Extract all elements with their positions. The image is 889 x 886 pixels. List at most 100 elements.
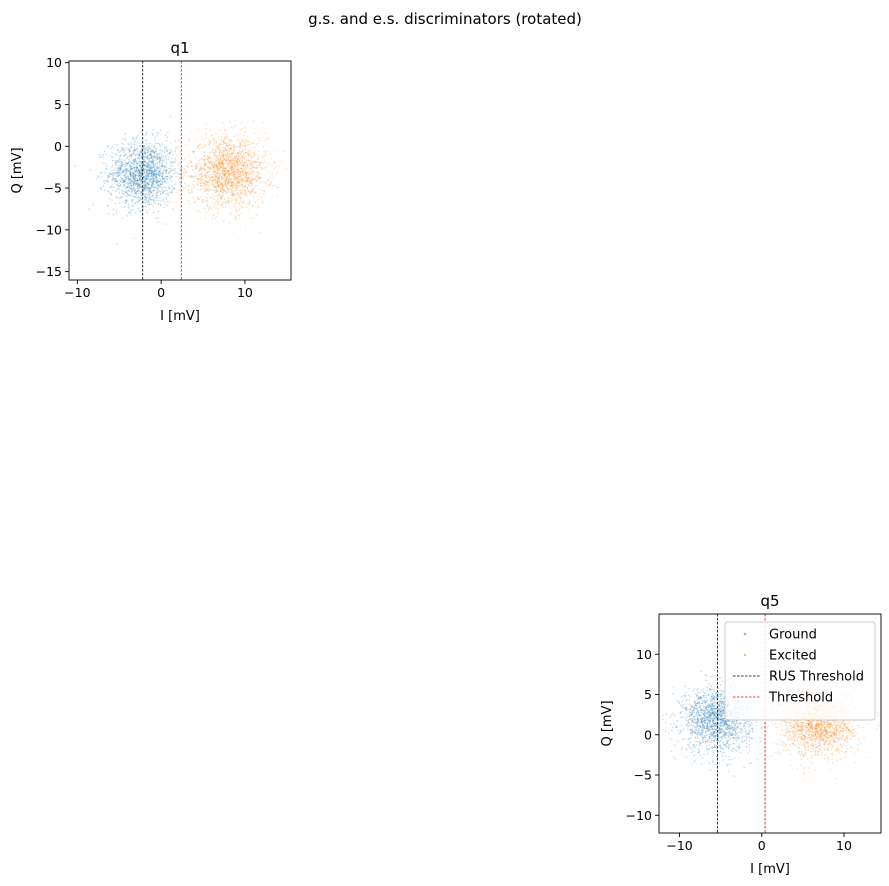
scatter-point — [267, 162, 270, 165]
scatter-point — [221, 188, 224, 191]
scatter-point — [237, 162, 239, 164]
scatter-point — [184, 182, 186, 185]
scatter-point — [138, 209, 140, 211]
scatter-point — [213, 168, 216, 171]
scatter-point — [166, 200, 169, 203]
scatter-point — [140, 180, 143, 182]
scatter-point — [220, 183, 223, 186]
scatter-point — [222, 150, 225, 152]
scatter-point — [274, 166, 277, 168]
scatter-point — [121, 162, 124, 164]
scatter-point — [127, 206, 130, 208]
scatter-point — [141, 179, 144, 181]
scatter-point — [131, 167, 133, 169]
scatter-point — [714, 716, 717, 718]
scatter-point — [111, 179, 113, 182]
scatter-point — [670, 729, 673, 732]
scatter-point — [135, 173, 137, 175]
scatter-point — [220, 176, 223, 178]
scatter-point — [200, 196, 202, 198]
scatter-point — [211, 134, 214, 136]
scatter-point — [237, 182, 240, 185]
scatter-point — [216, 166, 218, 169]
scatter-point — [125, 153, 127, 155]
scatter-point — [260, 177, 262, 179]
scatter-point — [701, 699, 703, 702]
scatter-point — [148, 195, 150, 198]
scatter-point — [213, 171, 216, 173]
scatter-point — [235, 185, 238, 187]
scatter-point — [155, 193, 157, 196]
scatter-point — [153, 187, 156, 189]
scatter-point — [239, 150, 241, 153]
scatter-point — [136, 190, 139, 192]
scatter-point — [137, 183, 139, 185]
scatter-point — [198, 174, 201, 176]
scatter-point — [748, 730, 751, 733]
scatter-point — [250, 155, 252, 158]
scatter-point — [722, 697, 725, 700]
scatter-point — [230, 194, 233, 197]
scatter-point — [237, 157, 240, 160]
scatter-point — [699, 706, 701, 708]
scatter-point — [107, 175, 109, 177]
scatter-point — [721, 719, 723, 721]
scatter-point — [217, 162, 219, 164]
scatter-point — [722, 690, 725, 692]
scatter-point — [147, 161, 150, 163]
scatter-point — [675, 726, 678, 728]
scatter-point — [693, 750, 695, 752]
scatter-point — [241, 155, 244, 158]
scatter-point — [111, 173, 114, 176]
scatter-point — [722, 741, 724, 744]
scatter-point — [141, 151, 143, 153]
scatter-point — [720, 704, 723, 706]
scatter-point — [144, 195, 146, 198]
scatter-point — [156, 181, 158, 184]
scatter-point — [222, 155, 224, 158]
scatter-point — [121, 162, 123, 164]
scatter-point — [211, 166, 214, 169]
scatter-point — [717, 713, 720, 715]
scatter-point — [708, 725, 711, 728]
scatter-point — [151, 169, 154, 172]
scatter-point — [711, 718, 714, 720]
scatter-point — [713, 716, 715, 718]
scatter-point — [709, 728, 711, 731]
scatter-point — [721, 719, 724, 721]
scatter-point — [208, 143, 210, 145]
scatter-point — [721, 728, 724, 730]
scatter-point — [229, 173, 232, 176]
scatter-point — [143, 150, 146, 153]
scatter-point — [199, 182, 202, 184]
scatter-point — [249, 190, 252, 192]
scatter-point — [702, 719, 704, 722]
scatter-point — [104, 179, 106, 182]
scatter-point — [218, 160, 221, 163]
scatter-point — [692, 721, 695, 723]
scatter-point — [227, 144, 229, 146]
scatter-point — [687, 743, 689, 746]
scatter-point — [220, 182, 223, 184]
scatter-point — [719, 710, 722, 713]
scatter-point — [196, 183, 199, 185]
scatter-point — [129, 182, 131, 184]
scatter-point — [219, 147, 221, 150]
scatter-point — [133, 158, 135, 161]
scatter-point — [130, 175, 132, 178]
scatter-point — [194, 167, 197, 169]
scatter-point — [672, 726, 674, 729]
scatter-point — [730, 724, 733, 726]
scatter-point — [114, 177, 116, 180]
scatter-point — [700, 720, 703, 722]
scatter-point — [99, 187, 102, 190]
scatter-point — [720, 694, 722, 696]
scatter-point — [244, 173, 247, 175]
scatter-point — [125, 162, 127, 165]
scatter-point — [165, 182, 167, 184]
scatter-point — [123, 169, 126, 171]
scatter-point — [225, 159, 228, 161]
scatter-point — [234, 172, 237, 175]
scatter-point — [217, 211, 219, 214]
scatter-point — [695, 740, 697, 742]
